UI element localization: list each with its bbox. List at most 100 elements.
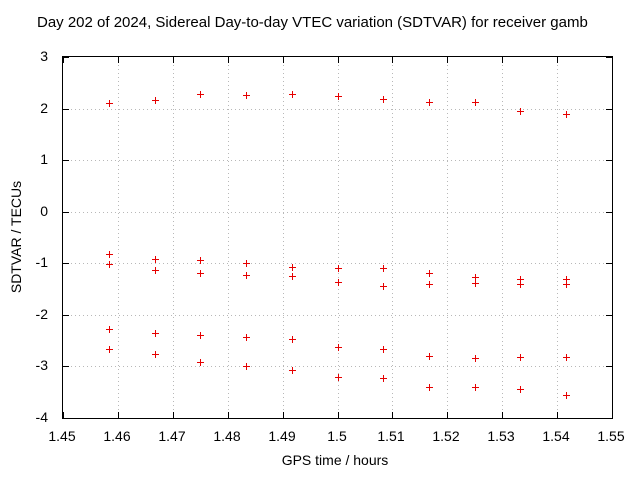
tick-mark xyxy=(63,212,69,213)
x-tick-label: 1.52 xyxy=(432,428,460,444)
x-tick-label: 1.49 xyxy=(268,428,296,444)
grid-line-horizontal xyxy=(63,263,612,264)
data-point-marker xyxy=(426,99,433,106)
data-point-marker xyxy=(289,336,296,343)
y-tick-label: -2 xyxy=(35,306,48,322)
tick-mark xyxy=(502,412,503,418)
data-point-marker xyxy=(335,279,342,286)
tick-mark xyxy=(338,57,339,63)
data-point-marker xyxy=(426,281,433,288)
grid-line-horizontal xyxy=(63,160,612,161)
data-point-marker xyxy=(517,276,524,283)
tick-mark xyxy=(606,212,612,213)
data-point-marker xyxy=(563,276,570,283)
data-point-marker xyxy=(106,261,113,268)
tick-mark xyxy=(228,412,229,418)
data-point-marker xyxy=(380,375,387,382)
tick-mark xyxy=(118,412,119,418)
tick-mark xyxy=(606,418,612,419)
data-point-marker xyxy=(197,257,204,264)
x-tick-label: 1.46 xyxy=(103,428,131,444)
x-tick-label: 1.53 xyxy=(487,428,515,444)
data-point-marker xyxy=(335,344,342,351)
x-axis-label: GPS time / hours xyxy=(281,452,389,468)
grid-line-vertical xyxy=(502,57,503,418)
data-point-marker xyxy=(380,265,387,272)
tick-mark xyxy=(63,418,69,419)
y-tick-label: 0 xyxy=(40,203,48,219)
data-point-marker xyxy=(106,326,113,333)
data-point-marker xyxy=(426,384,433,391)
data-point-marker xyxy=(563,392,570,399)
y-tick-label: -3 xyxy=(35,357,48,373)
grid-line-horizontal xyxy=(63,315,612,316)
grid-line-vertical xyxy=(283,57,284,418)
y-tick-label: -1 xyxy=(35,254,48,270)
grid-line-vertical xyxy=(118,57,119,418)
tick-mark xyxy=(612,412,613,418)
y-tick-label: 3 xyxy=(40,48,48,64)
tick-mark xyxy=(63,315,69,316)
grid-line-horizontal xyxy=(63,109,612,110)
data-point-marker xyxy=(243,260,250,267)
x-tick-label: 1.51 xyxy=(377,428,405,444)
grid-line-vertical xyxy=(173,57,174,418)
tick-mark xyxy=(63,160,69,161)
data-point-marker xyxy=(197,332,204,339)
y-tick-label: 1 xyxy=(40,151,48,167)
tick-mark xyxy=(63,57,64,63)
tick-mark xyxy=(606,315,612,316)
tick-mark xyxy=(447,57,448,63)
data-point-marker xyxy=(563,354,570,361)
tick-mark xyxy=(606,366,612,367)
x-tick-label: 1.55 xyxy=(597,428,625,444)
data-point-marker xyxy=(517,386,524,393)
tick-mark xyxy=(173,412,174,418)
data-point-marker xyxy=(472,384,479,391)
data-point-marker xyxy=(243,334,250,341)
data-point-marker xyxy=(152,267,159,274)
tick-mark xyxy=(557,57,558,63)
grid-line-vertical xyxy=(338,57,339,418)
grid-line-horizontal xyxy=(63,212,612,213)
y-axis-label: SDTVAR / TECUs xyxy=(8,180,24,294)
data-point-marker xyxy=(106,100,113,107)
data-point-marker xyxy=(426,270,433,277)
tick-mark xyxy=(338,412,339,418)
data-point-marker xyxy=(197,270,204,277)
tick-mark xyxy=(502,57,503,63)
grid-line-vertical xyxy=(447,57,448,418)
tick-mark xyxy=(63,57,69,58)
plot-area xyxy=(62,56,613,419)
data-point-marker xyxy=(243,363,250,370)
data-point-marker xyxy=(472,274,479,281)
data-point-marker xyxy=(335,374,342,381)
x-tick-label: 1.47 xyxy=(158,428,186,444)
tick-mark xyxy=(557,412,558,418)
tick-mark xyxy=(606,160,612,161)
y-tick-label: 2 xyxy=(40,100,48,116)
data-point-marker xyxy=(563,281,570,288)
data-point-marker xyxy=(380,96,387,103)
data-point-marker xyxy=(106,251,113,258)
tick-mark xyxy=(63,412,64,418)
data-point-marker xyxy=(243,92,250,99)
tick-mark xyxy=(447,412,448,418)
tick-mark xyxy=(612,57,613,63)
tick-mark xyxy=(173,57,174,63)
data-point-marker xyxy=(152,256,159,263)
grid-line-horizontal xyxy=(63,366,612,367)
data-point-marker xyxy=(106,346,113,353)
grid-line-vertical xyxy=(228,57,229,418)
data-point-marker xyxy=(152,351,159,358)
tick-mark xyxy=(228,57,229,63)
tick-mark xyxy=(606,57,612,58)
tick-mark xyxy=(63,109,69,110)
data-point-marker xyxy=(563,111,570,118)
tick-mark xyxy=(63,263,69,264)
grid-line-vertical xyxy=(557,57,558,418)
data-point-marker xyxy=(289,367,296,374)
tick-mark xyxy=(392,57,393,63)
data-point-marker xyxy=(472,99,479,106)
data-point-marker xyxy=(335,93,342,100)
